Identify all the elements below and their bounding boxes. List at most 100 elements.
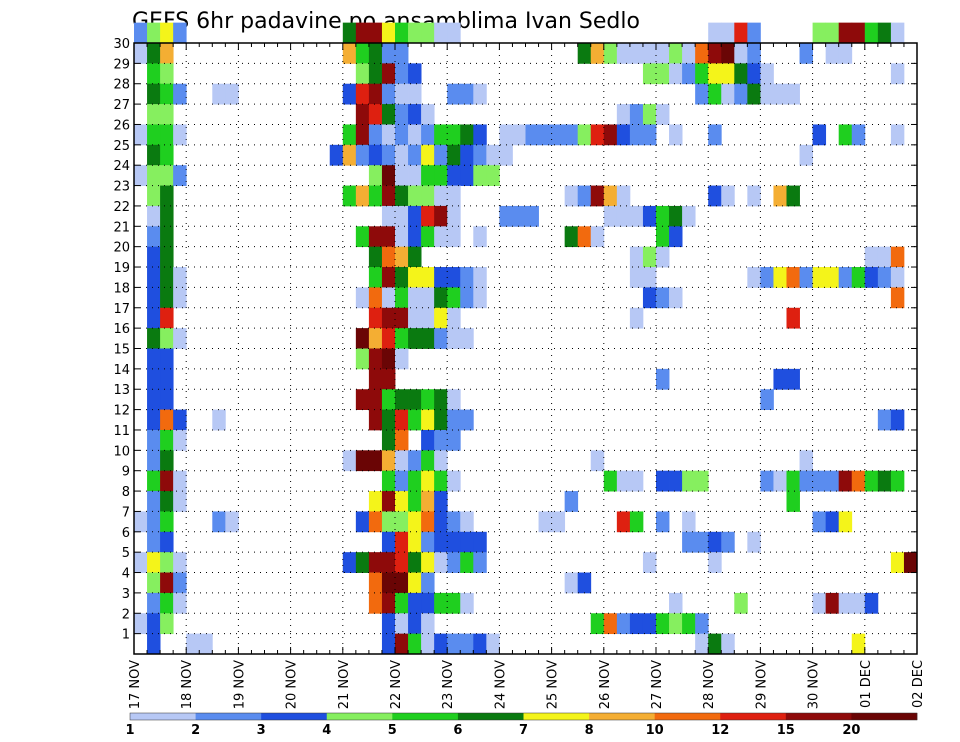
y-tick-label: 3 xyxy=(122,587,130,602)
heatmap-cell xyxy=(747,267,761,288)
heatmap-cell xyxy=(682,43,696,64)
heatmap-cell xyxy=(590,613,605,635)
heatmap-cell xyxy=(708,63,722,85)
y-tick-label: 14 xyxy=(113,363,130,378)
x-tick-label: 21 NOV xyxy=(337,660,352,709)
heatmap-cell xyxy=(342,124,357,146)
heatmap-cell xyxy=(708,552,722,573)
heatmap-cell xyxy=(669,287,683,309)
heatmap-cell xyxy=(147,633,161,655)
heatmap-cell xyxy=(421,552,435,573)
heatmap-cell xyxy=(734,43,748,64)
heatmap-cell xyxy=(460,531,474,553)
heatmap-cell xyxy=(473,267,487,288)
heatmap-cell xyxy=(864,267,879,288)
heatmap-cell xyxy=(786,83,800,105)
heatmap-cell xyxy=(342,22,357,44)
heatmap-cell xyxy=(225,83,239,105)
heatmap-cell xyxy=(408,205,422,227)
heatmap-cell xyxy=(160,144,174,166)
legend-swatch xyxy=(261,713,328,720)
x-tick-label: 22 NOV xyxy=(389,660,404,709)
heatmap-cell xyxy=(421,633,435,655)
heatmap-cell xyxy=(147,63,161,85)
heatmap-cell xyxy=(355,185,370,207)
heatmap-cell xyxy=(786,491,800,512)
heatmap-cell xyxy=(590,43,605,64)
heatmap-cell xyxy=(147,389,161,410)
heatmap-cell xyxy=(773,470,787,492)
heatmap-cell xyxy=(460,409,474,431)
legend-label: 8 xyxy=(585,723,594,738)
y-tick-label: 2 xyxy=(122,607,130,622)
heatmap-cell xyxy=(656,205,670,227)
heatmap-cell xyxy=(434,287,448,309)
heatmap-cell xyxy=(368,185,383,207)
heatmap-cell xyxy=(408,491,422,512)
heatmap-cell xyxy=(173,572,187,594)
heatmap-cell xyxy=(134,552,148,573)
heatmap-cell xyxy=(434,124,448,146)
heatmap-cell xyxy=(225,511,239,533)
heatmap-cell xyxy=(799,267,813,288)
heatmap-cell xyxy=(760,470,774,492)
heatmap-cell xyxy=(434,531,448,553)
y-tick-label: 6 xyxy=(122,526,130,541)
x-tick-label: 24 NOV xyxy=(493,660,508,709)
heatmap-cell xyxy=(603,185,618,207)
heatmap-cell xyxy=(499,205,513,227)
heatmap-cell xyxy=(564,572,579,594)
heatmap-cell xyxy=(395,389,409,410)
heatmap-cell xyxy=(381,43,396,64)
heatmap-cell xyxy=(408,267,422,288)
heatmap-cell xyxy=(173,267,187,288)
heatmap-cell xyxy=(160,613,174,635)
heatmap-cell xyxy=(447,205,461,227)
heatmap-cell xyxy=(421,267,435,288)
heatmap-cells xyxy=(134,22,918,655)
heatmap-cell xyxy=(160,267,174,288)
heatmap-cell xyxy=(708,531,722,553)
heatmap-cell xyxy=(773,185,787,207)
heatmap-cell xyxy=(577,124,592,146)
heatmap-cell xyxy=(147,267,161,288)
y-tick-label: 13 xyxy=(113,383,130,398)
heatmap-cell xyxy=(408,389,422,410)
heatmap-cell xyxy=(381,267,396,288)
legend-swatch xyxy=(654,713,721,720)
x-tick-label: 18 NOV xyxy=(180,660,195,709)
heatmap-cell xyxy=(760,389,774,410)
x-tick-label: 30 NOV xyxy=(807,660,822,709)
heatmap-cell xyxy=(147,83,161,105)
heatmap-cell xyxy=(473,287,487,309)
heatmap-cell xyxy=(421,429,435,451)
x-tick-label: 29 NOV xyxy=(754,660,769,709)
legend-label: 1 xyxy=(125,723,134,738)
heatmap-cell xyxy=(473,83,487,105)
heatmap-cell xyxy=(395,328,409,349)
heatmap-cell xyxy=(512,124,526,146)
heatmap-cell xyxy=(421,389,435,410)
heatmap-cell xyxy=(434,185,448,207)
y-tick-label: 20 xyxy=(113,241,130,256)
heatmap-cell xyxy=(173,491,187,512)
heatmap-cell xyxy=(147,429,161,451)
heatmap-cell xyxy=(747,43,761,64)
heatmap-cell xyxy=(368,22,383,44)
heatmap-cell xyxy=(877,470,892,492)
heatmap-cell xyxy=(408,226,422,248)
heatmap-cell xyxy=(656,63,670,85)
heatmap-cell xyxy=(538,511,552,533)
heatmap-cell xyxy=(656,226,670,248)
legend-label: 12 xyxy=(711,723,729,738)
heatmap-cell xyxy=(408,633,422,655)
heatmap-cell xyxy=(734,63,748,85)
heatmap-cell xyxy=(564,124,579,146)
heatmap-cell xyxy=(525,124,539,146)
heatmap-cell xyxy=(134,22,148,44)
heatmap-cell xyxy=(368,83,383,105)
heatmap-cell xyxy=(421,226,435,248)
heatmap-cell xyxy=(499,144,513,166)
heatmap-cell xyxy=(669,205,683,227)
heatmap-cell xyxy=(160,287,174,309)
